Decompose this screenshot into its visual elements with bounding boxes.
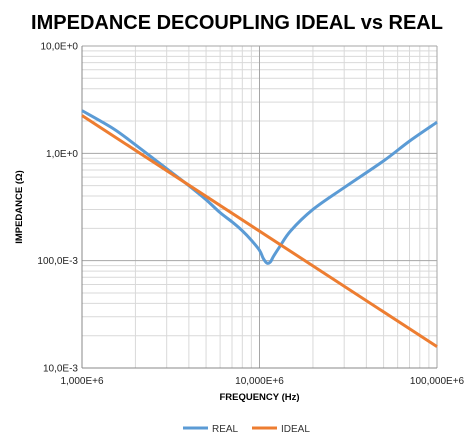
x-tick-label: 1,000E+6 bbox=[60, 376, 104, 387]
y-tick-label: 10,0E+0 bbox=[40, 42, 78, 53]
legend-label-ideal: IDEAL bbox=[281, 424, 310, 435]
chart-title: IMPEDANCE DECOUPLING IDEAL vs REAL bbox=[31, 12, 443, 34]
y-tick-labels: 10,0E+0 1,0E+0 100,0E-3 10,0E-3 bbox=[37, 42, 78, 375]
x-tick-label: 10,000E+6 bbox=[235, 376, 284, 387]
x-tick-label: 100,000E+6 bbox=[410, 376, 465, 387]
y-tick-label: 100,0E-3 bbox=[37, 256, 78, 267]
x-tick-labels: 1,000E+6 10,000E+6 100,000E+6 bbox=[60, 376, 464, 387]
y-tick-label: 10,0E-3 bbox=[43, 364, 78, 375]
series-line-ideal bbox=[81, 114, 438, 348]
series-layer bbox=[81, 109, 438, 348]
legend-label-real: REAL bbox=[212, 424, 239, 435]
y-tick-label: 1,0E+0 bbox=[46, 149, 78, 160]
legend: REAL IDEAL bbox=[183, 424, 310, 435]
y-axis-label: IMPEDANCE (Ω) bbox=[14, 170, 25, 244]
x-axis-label: FREQUENCY (Hz) bbox=[219, 392, 299, 403]
